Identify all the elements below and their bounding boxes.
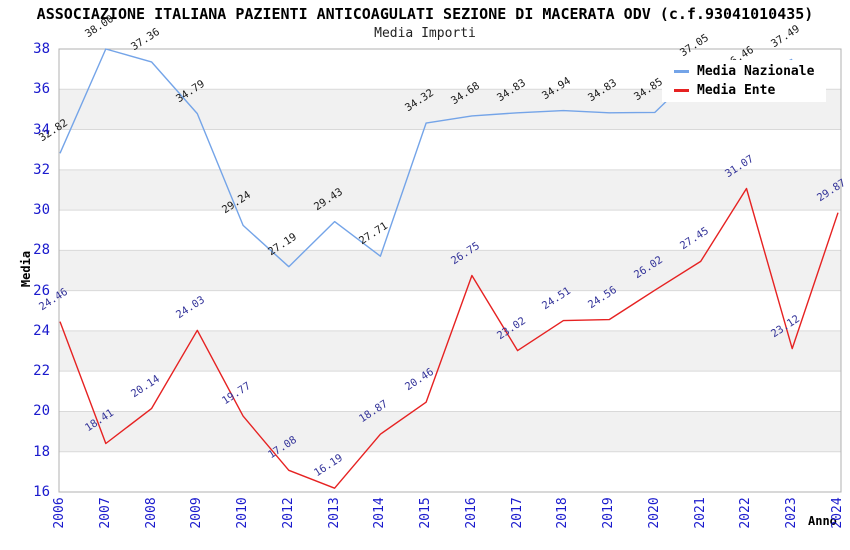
x-tick-label: 2013 xyxy=(326,497,342,529)
y-tick-label: 20 xyxy=(33,403,50,420)
y-tick-label: 18 xyxy=(33,443,50,460)
x-tick-label: 2015 xyxy=(418,497,434,529)
y-tick-label: 28 xyxy=(33,242,50,259)
x-tick-label: 2016 xyxy=(463,497,479,529)
x-tick-label: 2008 xyxy=(143,497,159,529)
chart-subtitle: Media Importi xyxy=(374,26,476,41)
y-tick-label: 38 xyxy=(33,41,50,57)
y-tick-label: 26 xyxy=(33,282,50,299)
x-tick-label: 2022 xyxy=(738,497,754,529)
media-nazionale-line-swatch xyxy=(674,70,689,73)
legend-label-media-ente: Media Ente xyxy=(697,83,776,98)
y-tick-label: 36 xyxy=(33,81,50,98)
x-tick-label: 2020 xyxy=(646,497,662,529)
x-tick-label: 2009 xyxy=(189,497,205,529)
x-tick-label: 2014 xyxy=(372,497,388,529)
legend-label-media-nazionale: Media Nazionale xyxy=(697,64,815,79)
media-ente-line-swatch xyxy=(674,89,689,92)
y-tick-label: 16 xyxy=(33,484,50,500)
y-tick-label: 32 xyxy=(33,161,50,178)
chart-title: ASSOCIAZIONE ITALIANA PAZIENTI ANTICOAGU… xyxy=(36,5,814,23)
x-tick-label: 2024 xyxy=(830,497,845,529)
legend-item-media-ente: Media Ente xyxy=(662,83,826,98)
y-tick-label: 30 xyxy=(33,202,50,219)
legend-item-media-nazionale: Media Nazionale xyxy=(662,64,826,79)
x-tick-label: 2017 xyxy=(509,497,525,529)
y-tick-label: 22 xyxy=(33,363,50,380)
y-tick-label: 24 xyxy=(33,322,50,339)
band xyxy=(59,250,841,291)
y-tick-label: 34 xyxy=(33,121,50,138)
x-tick-label: 2010 xyxy=(235,497,251,529)
x-tick-label: 2006 xyxy=(52,497,67,529)
plot-border xyxy=(58,48,842,493)
x-tick-label: 2012 xyxy=(280,497,296,529)
band xyxy=(59,169,841,211)
legend: Media Nazionale Media Ente xyxy=(662,60,826,102)
x-tick-label: 2007 xyxy=(97,497,113,529)
media-ente-line xyxy=(59,187,839,489)
x-tick-label: 2023 xyxy=(784,497,800,529)
band xyxy=(59,411,841,452)
x-tick-label: 2018 xyxy=(555,497,571,529)
x-tick-label: 2019 xyxy=(601,497,617,529)
x-axis-title: Anno xyxy=(808,514,837,528)
x-tick-label: 2021 xyxy=(692,497,708,529)
